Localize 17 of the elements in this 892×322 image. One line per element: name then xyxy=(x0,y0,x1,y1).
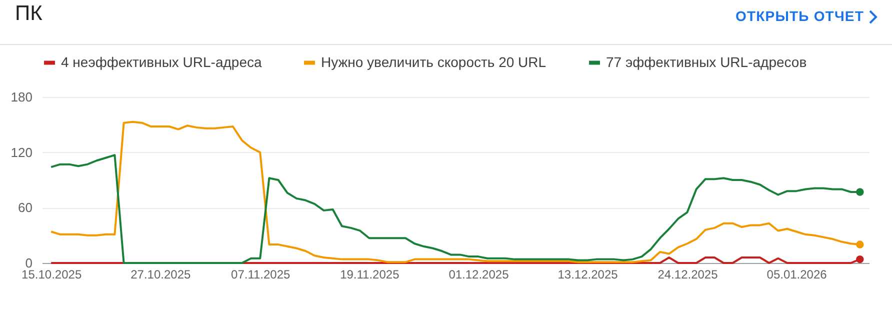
y-tick-label: 120 xyxy=(10,144,32,160)
chart-title: ПК xyxy=(15,2,42,26)
x-tick-label: 19.11.2025 xyxy=(340,268,400,282)
text: ОТКРЫТЬ ОТЧЕТ xyxy=(735,8,864,24)
x-tick-label: 24.12.2025 xyxy=(658,268,718,282)
x-tick-label: 05.01.2026 xyxy=(766,268,828,282)
x-tick-label: 13.12.2025 xyxy=(558,268,618,282)
x-tick-label: 27.10.2025 xyxy=(130,268,191,282)
y-tick-label: 0 xyxy=(25,256,32,270)
x-tick-label: 07.11.2025 xyxy=(231,268,291,282)
legend-label: Нужно увеличить скорость 20 URL xyxy=(321,54,546,70)
x-tick-label: 01.12.2025 xyxy=(448,268,510,282)
legend-label: 77 эффективных URL-адресов xyxy=(606,54,807,70)
y-tick-label: 60 xyxy=(18,200,32,216)
x-tick-label: 15.10.2025 xyxy=(22,268,82,282)
legend-label: 4 неэффективных URL-адреса xyxy=(61,54,262,70)
y-tick-label: 180 xyxy=(10,90,32,104)
